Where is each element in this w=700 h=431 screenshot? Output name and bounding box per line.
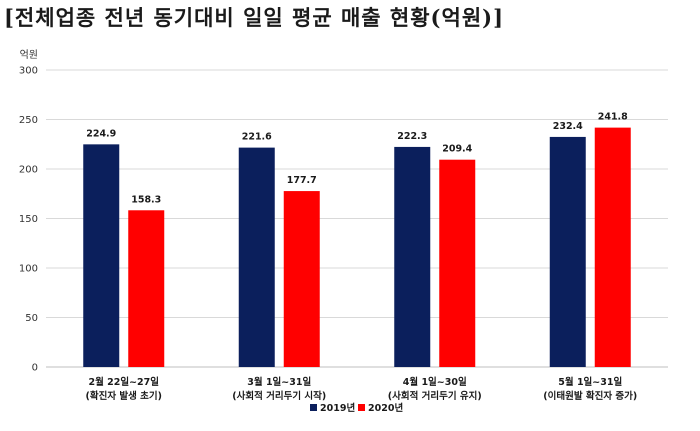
data-label: 177.7	[287, 175, 317, 186]
x-category-label: 3월 1일~31일	[247, 376, 311, 388]
y-tick-label: 300	[19, 66, 38, 77]
bar	[394, 146, 431, 367]
y-tick-label: 200	[19, 165, 38, 176]
x-axis: 2월 22일~27일 (확진자 발생 초기) 3월 1일~31일 (사회적 거리두기 …	[86, 376, 638, 402]
chart-title: [전체업종 전년 동기대비 일일 평균 매출 현황(억원)]	[4, 5, 505, 30]
x-category-label: (확진자 발생 초기)	[86, 390, 162, 402]
y-tick-label: 50	[25, 313, 38, 324]
bar	[128, 210, 165, 367]
x-category-label: 2월 22일~27일	[88, 376, 159, 388]
data-labels: 224.9 158.3 221.6 177.7 222.3 209.4 232.4 241.8	[86, 112, 628, 206]
data-label: 224.9	[86, 128, 116, 139]
bar	[283, 191, 320, 367]
data-label: 209.4	[442, 144, 472, 155]
data-label: 158.3	[131, 194, 161, 205]
y-axis: 억원 0 50 100 150 200 250 300	[19, 49, 38, 374]
legend-label: 2020년	[368, 402, 403, 414]
x-category-label: (이태원발 확진자 증가)	[543, 390, 637, 402]
x-category-label: (사회적 거리두기 유지)	[388, 390, 482, 402]
legend-swatch	[310, 404, 317, 411]
data-label: 241.8	[598, 112, 628, 123]
x-category-label: 5월 1일~31일	[558, 376, 622, 388]
bar	[83, 144, 120, 367]
y-tick-label: 0	[32, 363, 38, 374]
y-tick-label: 250	[19, 115, 38, 126]
y-tick-label: 100	[19, 264, 38, 275]
bar	[549, 136, 586, 367]
y-tick-label: 150	[19, 214, 38, 225]
x-category-label: 4월 1일~30일	[403, 376, 467, 388]
y-axis-unit: 억원	[20, 49, 38, 61]
x-category-label: (사회적 거리두기 시작)	[232, 390, 326, 402]
legend: 2019년 2020년	[310, 402, 403, 414]
legend-swatch	[358, 404, 365, 411]
bars	[83, 127, 631, 367]
legend-label: 2019년	[320, 402, 355, 414]
bar	[439, 159, 476, 367]
data-label: 222.3	[397, 131, 427, 142]
bar	[594, 127, 631, 367]
data-label: 232.4	[553, 121, 583, 132]
data-label: 221.6	[242, 132, 272, 143]
bar	[238, 147, 275, 367]
